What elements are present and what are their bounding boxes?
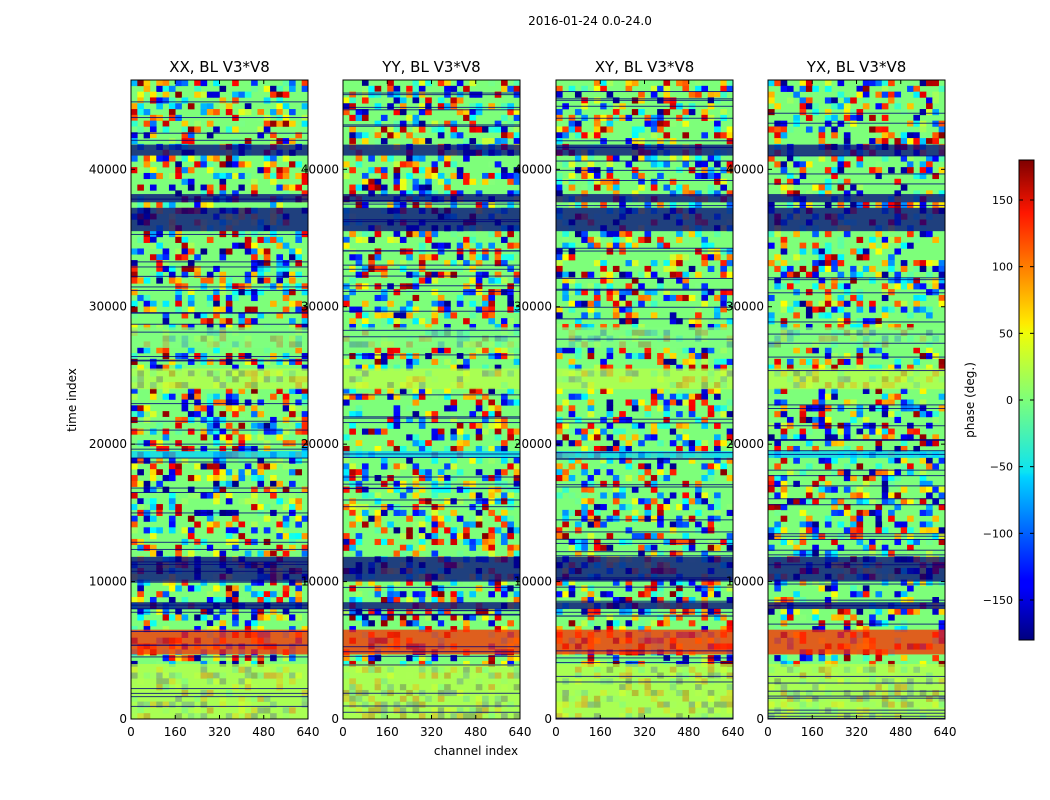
x-tick-label: 0: [552, 725, 560, 739]
phase-band: [768, 327, 945, 348]
colorbar-tick-label: 50: [999, 327, 1013, 340]
figure-title: 2016-01-24 0.0-24.0: [528, 14, 652, 28]
x-tick-label: 320: [633, 725, 656, 739]
y-tick-label: 40000: [726, 162, 764, 176]
x-tick-label: 160: [801, 725, 824, 739]
phase-band: [131, 368, 308, 390]
panel-title-yx: YX, BL V3*V8: [806, 58, 907, 76]
x-tick-label: 480: [252, 725, 275, 739]
panel-title-xx: XX, BL V3*V8: [169, 58, 270, 76]
phase-band: [343, 327, 520, 348]
phase-band: [768, 207, 945, 232]
x-tick-label: 0: [764, 725, 772, 739]
y-tick-label: 20000: [301, 437, 339, 451]
panel-title-yy: YY, BL V3*V8: [382, 58, 481, 76]
y-tick-label: 40000: [301, 162, 339, 176]
phase-band: [343, 368, 520, 390]
phase-band: [768, 368, 945, 390]
heatmap-panel-xy: 0 160 320 480 640 0 10000 20000 30000 40000: [514, 79, 745, 739]
colorbar-tick-label: 100: [992, 261, 1013, 274]
y-tick-label: 0: [756, 712, 764, 726]
x-tick-label: 480: [677, 725, 700, 739]
x-tick-label: 640: [934, 725, 957, 739]
y-tick-label: 20000: [514, 437, 552, 451]
phase-band: [556, 144, 733, 156]
x-tick-label: 640: [297, 725, 320, 739]
x-tick-label: 0: [339, 725, 347, 739]
y-tick-label: 10000: [89, 575, 127, 589]
phase-band: [768, 629, 945, 655]
phase-band: [343, 602, 520, 610]
phase-band: [556, 664, 733, 719]
colorbar-label: phase (deg.): [963, 362, 977, 438]
phase-band: [131, 451, 308, 458]
colorbar-tick-label: 0: [1006, 394, 1013, 407]
phase-band: [343, 664, 520, 719]
phase-band: [343, 629, 520, 655]
phase-band: [343, 556, 520, 582]
x-tick-label: 0: [127, 725, 135, 739]
phase-band: [556, 368, 733, 390]
y-tick-label: 0: [331, 712, 339, 726]
colorbar-tick-label: 150: [992, 194, 1013, 207]
phase-band: [131, 664, 308, 719]
phase-band: [343, 194, 520, 203]
phase-band: [131, 556, 308, 582]
phase-band: [556, 629, 733, 655]
y-tick-label: 10000: [514, 575, 552, 589]
phase-band: [556, 194, 733, 203]
x-tick-label: 160: [376, 725, 399, 739]
colorbar-tick-label: −50: [990, 461, 1013, 474]
x-tick-label: 480: [889, 725, 912, 739]
phase-band: [131, 207, 308, 232]
panel-title-xy: XY, BL V3*V8: [594, 58, 695, 76]
y-tick-label: 30000: [514, 300, 552, 314]
y-tick-label: 30000: [726, 300, 764, 314]
x-tick-label: 480: [464, 725, 487, 739]
x-tick-label: 160: [164, 725, 187, 739]
x-tick-label: 640: [509, 725, 532, 739]
y-tick-label: 40000: [514, 162, 552, 176]
phase-band: [131, 327, 308, 348]
phase-band: [556, 327, 733, 348]
y-tick-label: 0: [544, 712, 552, 726]
y-axis-label: time index: [65, 368, 79, 432]
phase-band: [131, 194, 308, 203]
x-tick-label: 320: [208, 725, 231, 739]
phase-band: [131, 144, 308, 156]
y-tick-label: 0: [119, 712, 127, 726]
heatmap-panel-xx: 0 160 320 480 640 0 10000 20000 30000 40000: [89, 79, 320, 739]
phase-band: [768, 556, 945, 582]
phase-band: [556, 451, 733, 458]
phase-band: [556, 207, 733, 232]
x-axis-label: channel index: [433, 744, 519, 758]
phase-band: [768, 194, 945, 203]
phase-band: [556, 602, 733, 610]
x-tick-label: 320: [420, 725, 443, 739]
x-tick-label: 320: [845, 725, 868, 739]
y-tick-label: 30000: [89, 300, 127, 314]
x-tick-label: 640: [722, 725, 745, 739]
heatmap-panel-yy: 0 160 320 480 640 0 10000 20000 30000 40000: [301, 79, 532, 739]
y-tick-label: 10000: [301, 575, 339, 589]
y-tick-label: 20000: [726, 437, 764, 451]
colorbar-tick-label: −150: [983, 594, 1013, 607]
phase-band: [343, 144, 520, 156]
y-tick-label: 30000: [301, 300, 339, 314]
x-tick-label: 160: [589, 725, 612, 739]
y-tick-label: 40000: [89, 162, 127, 176]
heatmap-panel-yx: 0 160 320 480 640 0 10000 20000 30000 40000: [726, 79, 957, 739]
y-tick-label: 10000: [726, 575, 764, 589]
phase-band: [768, 144, 945, 156]
y-tick-label: 20000: [89, 437, 127, 451]
phase-band: [131, 629, 308, 655]
colorbar-tick-label: −100: [983, 527, 1013, 540]
